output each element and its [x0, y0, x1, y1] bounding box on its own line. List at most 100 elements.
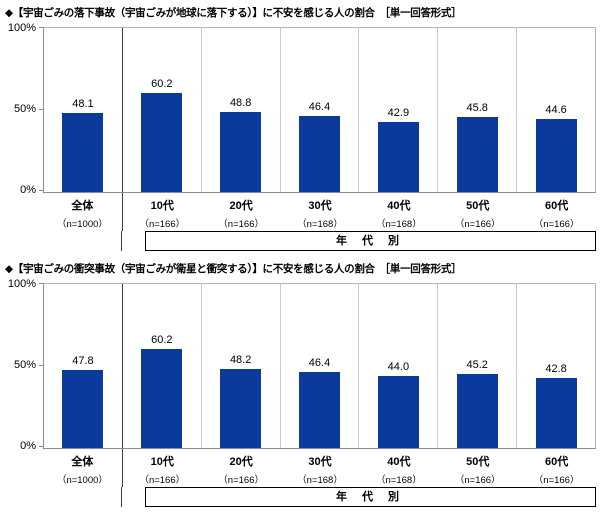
- category-label-cell: 60代 （n=166）: [517, 193, 596, 231]
- bar: [535, 118, 577, 192]
- plot-area: 48.1 60.2 48.8 46.4 42.9 45.8 44.6: [43, 27, 596, 193]
- category-name: 全体: [71, 200, 94, 212]
- category-name: 60代: [544, 200, 569, 212]
- chart-body: 100% 50% 0% 48.1 60.2 48.8 46.4 42.9 45.8 44.6: [5, 22, 596, 196]
- category-label-cell: 50代 （n=166）: [438, 449, 517, 487]
- category-name: 60代: [544, 456, 569, 468]
- bar-column: 42.9: [359, 28, 439, 192]
- category-sample-size: （n=168）: [376, 219, 422, 230]
- bar-column: 48.8: [202, 28, 281, 192]
- bar-value-label: 48.1: [72, 98, 94, 111]
- category-label-cell: 10代 （n=166）: [123, 193, 202, 231]
- bar-column: 44.0: [359, 284, 439, 448]
- category-label-cell: 20代 （n=166）: [202, 449, 281, 487]
- category-label-cell: 50代 （n=166）: [438, 193, 517, 231]
- category-label-cell: 20代 （n=166）: [202, 193, 281, 231]
- bar: [62, 113, 104, 192]
- group-label-box: 年 代 別: [145, 231, 596, 251]
- bar: [141, 93, 183, 192]
- category-name: 10代: [150, 456, 174, 468]
- category-name: 40代: [387, 456, 411, 468]
- y-tick-label-0: 0%: [20, 184, 36, 196]
- category-name: 50代: [466, 456, 490, 468]
- y-tick-label-100: 100%: [7, 22, 36, 34]
- category-sample-size: （n=166）: [454, 219, 501, 230]
- y-tick-label-0: 0%: [20, 440, 36, 452]
- bar-column: 45.8: [438, 28, 518, 192]
- category-axis: 全体 （n=1000） 10代 （n=166） 20代 （n=166） 30代 （n=168）…: [43, 449, 596, 487]
- chart-title: ◆【宇宙ごみの落下事故（宇宙ごみが地球に落下する）】に不安を感じる人の割合 ［単…: [5, 7, 462, 19]
- bar-column: 48.1: [44, 28, 123, 192]
- bar: [377, 375, 419, 448]
- bar-value-label: 46.4: [308, 100, 331, 113]
- category-sample-size: （n=1000）: [56, 219, 108, 230]
- bar-value-label: 42.9: [387, 106, 410, 119]
- group-label-row: 年 代 別: [43, 487, 596, 507]
- chart-title: ◆【宇宙ごみの衝突事故（宇宙ごみが衛星と衝突する）】に不安を感じる人の割合 ［単…: [5, 263, 462, 275]
- bar-column: 60.2: [123, 28, 202, 192]
- bar: [456, 116, 498, 192]
- category-sample-size: （n=168）: [376, 475, 422, 486]
- y-tick-label-50: 50%: [13, 359, 36, 371]
- category-sample-size: （n=1000）: [56, 475, 108, 486]
- bar-value-label: 44.6: [545, 103, 567, 116]
- bar-value-label: 46.4: [308, 356, 331, 369]
- category-name: 20代: [229, 200, 253, 212]
- bar: [62, 369, 104, 448]
- bar-column: 48.2: [202, 284, 281, 448]
- bar: [299, 115, 340, 192]
- chart-body: 100% 50% 0% 47.8 60.2 48.2 46.4 44.0 45.2 42.8: [5, 278, 596, 452]
- y-tick-label-50: 50%: [13, 103, 36, 115]
- bar-value-label: 47.8: [72, 354, 94, 367]
- category-name: 全体: [71, 456, 94, 468]
- bar: [535, 377, 577, 448]
- category-label-cell: 40代 （n=168）: [359, 193, 438, 231]
- group-label-spacer: [43, 231, 122, 251]
- group-label-box: 年 代 別: [145, 487, 596, 507]
- category-sample-size: （n=166）: [533, 475, 580, 486]
- bar-column: 44.6: [517, 28, 595, 192]
- bar-column: 47.8: [44, 284, 123, 448]
- chart-falling-debris: ◆【宇宙ごみの落下事故（宇宙ごみが地球に落下する）】に不安を感じる人の割合 ［単…: [5, 5, 596, 251]
- y-tick-label-100: 100%: [7, 278, 36, 290]
- category-sample-size: （n=166）: [218, 219, 264, 230]
- category-name: 30代: [308, 456, 332, 468]
- bar-column: 42.8: [517, 284, 595, 448]
- category-sample-size: （n=166）: [454, 475, 501, 486]
- y-tick-mark: [39, 190, 43, 191]
- category-name: 40代: [387, 200, 411, 212]
- bar-value-label: 48.8: [229, 96, 252, 109]
- bar: [456, 373, 498, 448]
- category-name: 20代: [229, 456, 253, 468]
- bar-column: 46.4: [281, 28, 360, 192]
- category-label-cell: 30代 （n=168）: [281, 449, 360, 487]
- category-sample-size: （n=166）: [139, 219, 186, 230]
- bar-value-label: 42.8: [545, 362, 567, 375]
- chart-collision-debris: ◆【宇宙ごみの衝突事故（宇宙ごみが衛星と衝突する）】に不安を感じる人の割合 ［単…: [5, 261, 596, 507]
- bar-value-label: 48.2: [229, 353, 252, 366]
- bar: [299, 371, 340, 448]
- bar-value-label: 60.2: [151, 334, 173, 347]
- y-axis: 100% 50% 0%: [5, 22, 43, 196]
- category-sample-size: （n=168）: [297, 219, 343, 230]
- category-sample-size: （n=166）: [218, 475, 264, 486]
- category-name: 30代: [308, 200, 332, 212]
- category-name: 50代: [466, 200, 490, 212]
- bar-value-label: 60.2: [151, 78, 173, 91]
- y-tick-mark: [39, 27, 43, 28]
- bar-column: 45.2: [438, 284, 518, 448]
- y-tick-mark: [39, 365, 43, 366]
- category-axis: 全体 （n=1000） 10代 （n=166） 20代 （n=166） 30代 （n=168）…: [43, 193, 596, 231]
- bar: [377, 121, 419, 192]
- plot-area: 47.8 60.2 48.2 46.4 44.0 45.2 42.8: [43, 283, 596, 449]
- bar-value-label: 45.2: [466, 358, 488, 371]
- category-label-cell: 60代 （n=166）: [517, 449, 596, 487]
- category-label-cell: 全体 （n=1000）: [43, 449, 123, 487]
- group-label-row: 年 代 別: [43, 231, 596, 251]
- y-tick-mark: [39, 109, 43, 110]
- y-tick-mark: [39, 446, 43, 447]
- bar: [220, 111, 262, 192]
- bar-column: 60.2: [123, 284, 202, 448]
- category-label-cell: 10代 （n=166）: [123, 449, 202, 487]
- category-label-cell: 40代 （n=168）: [359, 449, 438, 487]
